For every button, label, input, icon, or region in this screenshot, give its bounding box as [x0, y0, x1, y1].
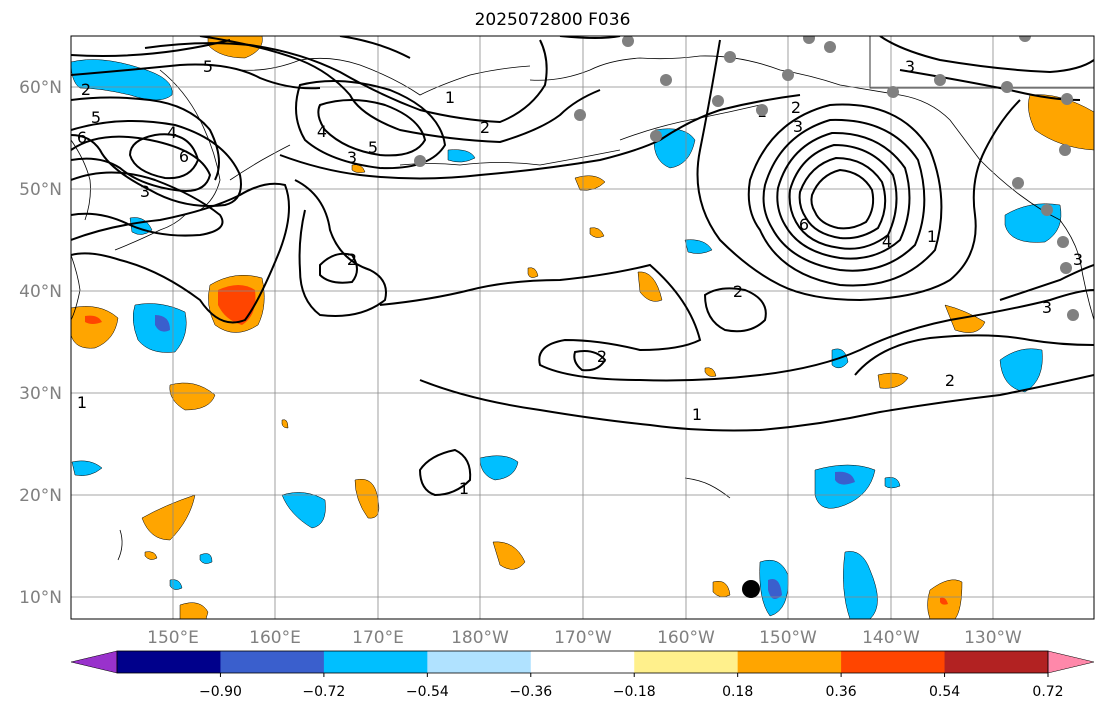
- colorbar-tick-label: −0.90: [199, 684, 242, 700]
- lon-label: 170°W: [554, 628, 612, 648]
- latitude-labels: 60°N 50°N 40°N 30°N 20°N 10°N: [19, 78, 62, 608]
- lat-label: 10°N: [19, 588, 62, 608]
- contour-label: 6: [799, 215, 809, 234]
- colorbar-segment: [117, 651, 221, 673]
- lat-label: 40°N: [19, 282, 62, 302]
- contour-label: 2: [791, 98, 801, 117]
- colorbar-tick-label: −0.72: [302, 684, 345, 700]
- positive-anomaly-shading: [71, 36, 1094, 619]
- colorbar-segment: [530, 651, 635, 673]
- contour-label: 2: [945, 371, 955, 390]
- colorbar-tick-label: 0.18: [722, 684, 753, 700]
- contour-label: 1: [77, 393, 87, 412]
- colorbar-tick-label: 0.72: [1032, 684, 1063, 700]
- colorbar-tick-label: −0.54: [406, 684, 449, 700]
- lon-label: 170°E: [352, 628, 404, 648]
- contour-label: 2: [733, 282, 743, 301]
- contour-label: 2: [597, 347, 607, 366]
- contour-label: 1: [445, 88, 455, 107]
- contour-label: 6: [179, 147, 189, 166]
- contour-label: 3: [140, 182, 150, 201]
- colorbar-right-extension: [1047, 650, 1095, 674]
- contour-label: 5: [91, 108, 101, 127]
- lon-label: 150°W: [759, 628, 817, 648]
- colorbar-segment: [323, 651, 428, 673]
- contour-label: 4: [882, 232, 892, 251]
- colorbar-tick-label: −0.18: [613, 684, 656, 700]
- lat-label: 20°N: [19, 486, 62, 506]
- lat-label: 50°N: [19, 180, 62, 200]
- contour-label: 3: [1073, 250, 1083, 269]
- contour-label: 4: [167, 123, 177, 142]
- contour-label: 3: [1042, 298, 1052, 317]
- contour-label: 1: [927, 227, 937, 246]
- contour-label: 2: [81, 80, 91, 99]
- longitude-labels: 150°E 160°E 170°E 180°W 170°W 160°W 150°…: [147, 628, 1022, 648]
- colorbar-tick-label: 0.36: [826, 684, 857, 700]
- map-frame: [70, 35, 1095, 620]
- contour-label: 6: [77, 128, 87, 147]
- colorbar-segment: [944, 651, 1049, 673]
- colorbar-segment: [737, 651, 842, 673]
- lon-label: 160°W: [657, 628, 715, 648]
- lon-label: 130°W: [964, 628, 1022, 648]
- lon-label: 140°W: [862, 628, 920, 648]
- map-title: 2025072800 F036: [474, 10, 631, 30]
- lat-label: 30°N: [19, 384, 62, 404]
- station-markers: [414, 36, 1079, 321]
- contour-lines: [71, 36, 1094, 497]
- lon-label: 150°E: [147, 628, 199, 648]
- colorbar-segment: [427, 651, 532, 673]
- lon-label: 160°E: [249, 628, 301, 648]
- lon-label: 180°W: [451, 628, 509, 648]
- colorbar-tick-label: 0.54: [929, 684, 960, 700]
- coastlines: [71, 36, 1094, 561]
- colorbar: −0.90 −0.72 −0.54 −0.36 −0.18 0.18 0.36 0.54 0.7…: [70, 650, 1095, 700]
- contour-label: 1: [692, 405, 702, 424]
- contour-label: 5: [203, 57, 213, 76]
- contour-label: 4: [317, 122, 327, 141]
- lat-label: 60°N: [19, 78, 62, 98]
- contour-label: 5: [368, 138, 378, 157]
- colorbar-left-extension: [70, 650, 118, 674]
- colorbar-segment: [220, 651, 325, 673]
- negative-anomaly-shading: [71, 59, 1062, 619]
- contour-label: 3: [793, 117, 803, 136]
- contour-label: 2: [347, 250, 357, 269]
- colorbar-tick-label: −0.36: [509, 684, 552, 700]
- storm-center-marker: [742, 580, 760, 598]
- contour-label: 1: [459, 479, 469, 498]
- colorbar-segment: [841, 651, 946, 673]
- colorbar-segment: [634, 651, 739, 673]
- contour-label: 2: [480, 118, 490, 137]
- contour-label: 3: [347, 148, 357, 167]
- contour-label: 3: [905, 57, 915, 76]
